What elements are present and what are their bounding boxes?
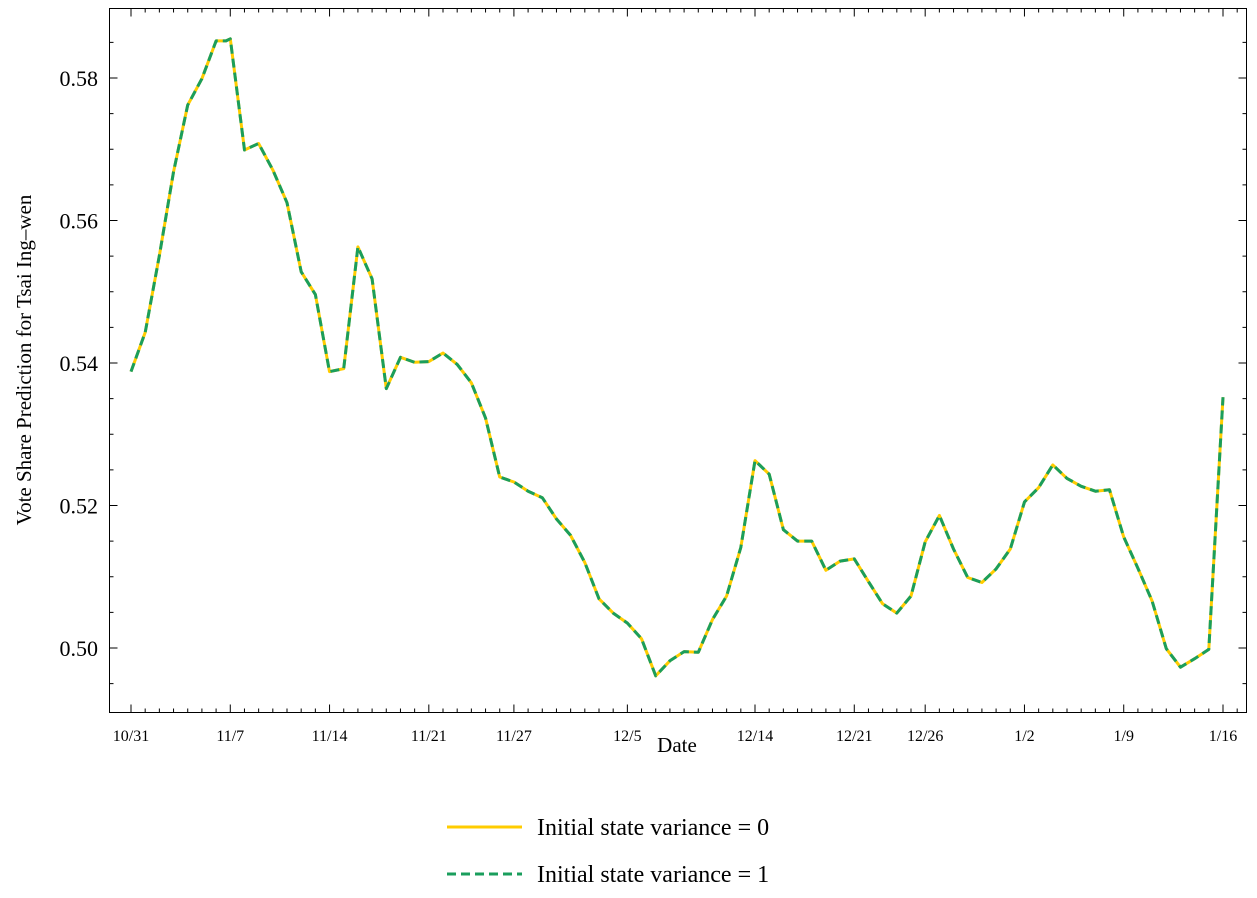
- x-tick-label: 10/31: [113, 728, 149, 745]
- x-tick-label: 11/14: [312, 728, 348, 745]
- y-tick-label: 0.58: [60, 66, 99, 91]
- y-tick-label: 0.54: [60, 351, 99, 376]
- x-tick-label: 12/14: [737, 728, 773, 745]
- x-tick-label: 12/5: [613, 728, 641, 745]
- axis-ticks: 10/31 11/7 11/14 11/21 11/27 12/5 12/14 12/21 12…: [60, 8, 1247, 745]
- plot-frame: [109, 8, 1247, 713]
- series-line-0: [129, 37, 1225, 678]
- x-tick-label: 1/9: [1114, 728, 1134, 745]
- x-axis-label: Date: [657, 733, 697, 757]
- y-tick-label: 0.56: [60, 209, 99, 234]
- x-tick-label: 11/7: [216, 728, 244, 745]
- legend: Initial state variance = 0 Initial state…: [447, 815, 769, 888]
- x-tick-label: 11/21: [411, 728, 447, 745]
- series-line-1: [129, 37, 1225, 678]
- legend-label-series-1: Initial state variance = 1: [537, 862, 769, 888]
- y-tick-label: 0.52: [60, 494, 99, 519]
- legend-label-series-0: Initial state variance = 0: [537, 815, 769, 841]
- y-axis-label: Vote Share Prediction for Tsai Ing–wen: [12, 194, 36, 525]
- y-tick-label: 0.50: [60, 636, 99, 661]
- x-tick-label: 11/27: [496, 728, 532, 745]
- x-tick-label: 1/2: [1014, 728, 1034, 745]
- x-tick-label: 1/16: [1209, 728, 1237, 745]
- x-tick-label: 12/26: [907, 728, 943, 745]
- x-tick-label: 12/21: [836, 728, 872, 745]
- series-lines: [129, 37, 1225, 678]
